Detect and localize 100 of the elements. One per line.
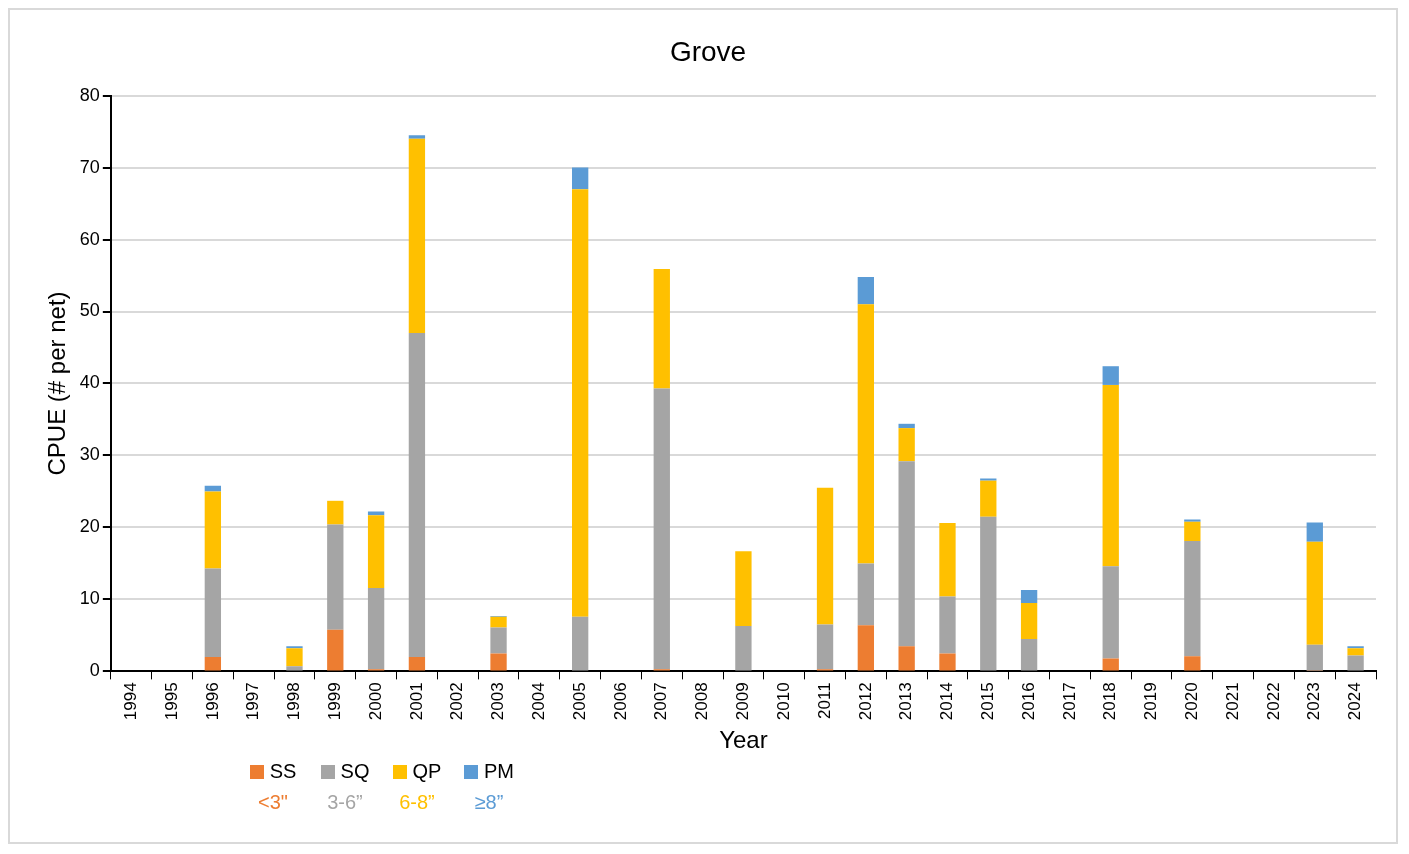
x-tick-label: 2005 (569, 682, 589, 721)
x-tick-label: 2018 (1100, 682, 1120, 721)
x-tick-label: 2022 (1263, 682, 1283, 721)
x-tick-label: 2010 (773, 682, 793, 721)
x-axis-title: Year (719, 726, 768, 754)
bar (204, 491, 222, 569)
bar (816, 624, 834, 670)
bar (980, 478, 997, 481)
bar (572, 189, 589, 617)
bar (1306, 522, 1323, 542)
x-tick-label: 2002 (447, 682, 467, 721)
x-tick-label: 2015 (977, 682, 997, 721)
bar (857, 625, 875, 671)
x-tick-label: 2014 (937, 682, 957, 721)
legend-label: SS (269, 760, 297, 783)
bar (572, 167, 589, 190)
chart-title: Grove (669, 35, 747, 67)
bar (1020, 638, 1038, 671)
bar (857, 304, 875, 564)
y-axis-title: CPUE (# per net) (43, 291, 71, 476)
y-tick-label: 20 (79, 516, 100, 537)
bar (367, 587, 385, 670)
y-tick-label: 60 (79, 228, 100, 249)
x-tick-label: 2013 (896, 682, 916, 721)
bar (572, 616, 589, 671)
x-tick-label: 2021 (1222, 682, 1242, 721)
bar (367, 515, 385, 588)
bar (408, 138, 426, 334)
x-tick-label: 1994 (120, 682, 140, 721)
bar (898, 423, 915, 429)
x-tick-label: 2017 (1059, 682, 1079, 721)
bar (1347, 646, 1364, 649)
bar (1184, 519, 1201, 522)
y-tick-label: 50 (79, 300, 100, 321)
x-tick-label: 2004 (529, 682, 549, 721)
y-tick-label: 70 (79, 156, 100, 177)
bar (939, 653, 956, 671)
x-tick-label: 2011 (814, 682, 834, 719)
bar (1102, 566, 1119, 659)
y-tick-label: 0 (89, 660, 100, 681)
x-tick-label: 2003 (488, 682, 508, 721)
bar (286, 666, 303, 671)
text: 6-8” (399, 791, 435, 814)
x-tick-label: 2019 (1141, 682, 1161, 721)
bar (490, 627, 507, 654)
bar (1306, 644, 1323, 671)
bar (204, 656, 222, 671)
bar (1020, 590, 1038, 604)
bar (286, 648, 303, 667)
bar (327, 524, 344, 630)
x-tick-label: 2023 (1304, 682, 1324, 721)
y-tick-label: 80 (79, 84, 100, 105)
x-tick-label: 2001 (406, 682, 426, 721)
text: ≥8” (474, 791, 504, 814)
x-tick-label: 1998 (284, 682, 304, 721)
bar (1347, 655, 1364, 671)
bar (327, 500, 344, 525)
bar (1102, 384, 1119, 567)
bar (816, 487, 834, 625)
bar (980, 480, 997, 517)
bar (408, 656, 426, 671)
x-tick-label: 1997 (243, 682, 263, 721)
bar (939, 596, 956, 654)
x-tick-label: 2006 (610, 682, 630, 721)
text: <3" (258, 791, 288, 814)
y-tick-label: 40 (79, 372, 100, 393)
legend-label: PM (484, 760, 514, 783)
bar (204, 568, 222, 657)
x-tick-label: 2016 (1018, 682, 1038, 721)
bar (939, 523, 956, 597)
y-tick-label: 10 (79, 588, 100, 609)
x-tick-label: 2024 (1345, 682, 1365, 721)
bar (286, 646, 303, 649)
bar (1306, 541, 1323, 645)
bar (857, 563, 875, 626)
bar (653, 388, 670, 670)
bar (1020, 603, 1038, 639)
bar (490, 653, 507, 671)
bar (1184, 541, 1201, 657)
text: 3-6” (327, 791, 363, 814)
bar (408, 135, 426, 139)
bar (1102, 366, 1119, 385)
x-tick-label: 2008 (692, 682, 712, 721)
bar (898, 461, 915, 647)
bar (653, 269, 670, 389)
x-tick-label: 2020 (1182, 682, 1202, 721)
bar (980, 516, 997, 671)
legend-label: SQ (340, 760, 370, 783)
bar (735, 626, 752, 671)
legend-label: QP (412, 760, 442, 783)
bar (490, 616, 507, 628)
y-tick-label: 30 (79, 444, 100, 465)
bar (857, 276, 875, 305)
bar (408, 333, 426, 657)
x-tick-label: 1995 (161, 682, 181, 721)
x-tick-label: 2009 (733, 682, 753, 721)
bar (1347, 648, 1364, 656)
bar (1184, 521, 1201, 542)
x-tick-label: 2000 (365, 682, 385, 721)
bar (898, 428, 915, 462)
